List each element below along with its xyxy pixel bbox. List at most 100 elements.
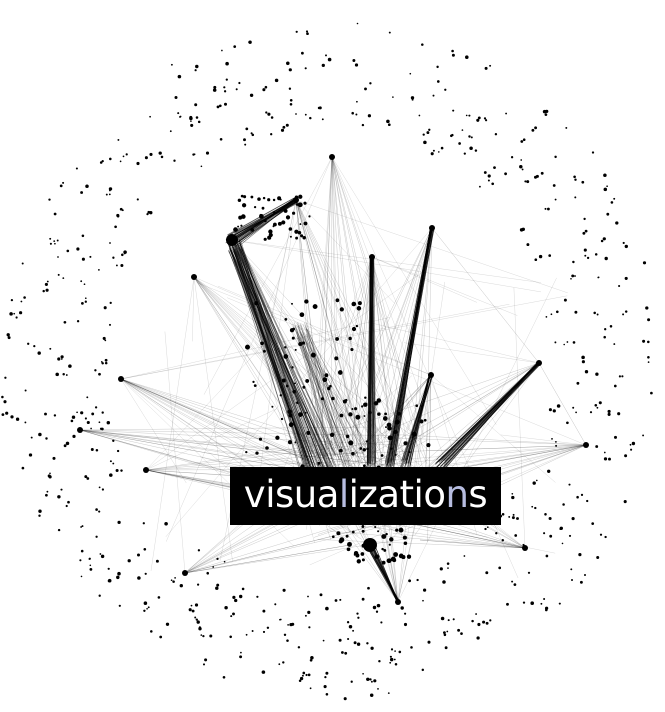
graph-node — [307, 595, 309, 598]
graph-node — [432, 94, 435, 97]
graph-node — [520, 140, 524, 143]
graph-edge — [330, 156, 333, 508]
graph-node — [302, 385, 306, 389]
graph-edge — [231, 239, 373, 433]
graph-edge — [331, 156, 387, 467]
graph-edge — [192, 276, 195, 342]
graph-node — [642, 434, 645, 437]
graph-node — [21, 466, 25, 470]
graph-edge — [397, 515, 418, 603]
graph-edge — [233, 242, 321, 485]
graph-node — [477, 116, 481, 120]
graph-node — [223, 102, 228, 106]
graph-node — [581, 355, 585, 360]
graph-node — [304, 113, 307, 116]
graph-edge — [331, 156, 427, 460]
graph-node — [387, 123, 391, 127]
graph-node — [534, 126, 538, 130]
graph-node — [595, 445, 599, 448]
graph-node — [593, 311, 596, 315]
graph-node — [250, 132, 253, 135]
graph-node — [86, 477, 90, 480]
graph-node — [360, 552, 365, 556]
graph-edge — [362, 525, 526, 549]
graph-node — [339, 598, 342, 601]
graph-node — [28, 453, 33, 457]
graph-node — [377, 530, 380, 533]
graph-edge — [368, 255, 374, 465]
graph-edge — [425, 227, 433, 502]
graph-node — [109, 301, 112, 305]
graph-node — [545, 109, 549, 114]
graph-node — [501, 513, 505, 516]
graph-node — [114, 225, 117, 229]
graph-node — [94, 369, 97, 372]
graph-edge — [145, 443, 330, 471]
graph-node — [386, 422, 392, 428]
graph-node — [522, 138, 526, 141]
graph-node — [489, 64, 492, 67]
graph-node — [257, 197, 261, 201]
graph-node — [272, 198, 276, 202]
graph-edge — [307, 328, 343, 446]
graph-node — [390, 447, 393, 450]
graph-edge — [337, 227, 433, 480]
graph-node — [510, 156, 514, 159]
graph-node — [63, 320, 67, 324]
graph-node — [603, 451, 606, 454]
graph-node — [604, 328, 607, 331]
graph-node — [516, 517, 519, 520]
graph-node — [549, 534, 553, 538]
graph-edge — [347, 526, 399, 603]
graph-node — [327, 386, 331, 391]
graph-node — [390, 648, 394, 651]
graph-node — [10, 415, 14, 419]
graph-node — [98, 486, 101, 489]
graph-node — [377, 412, 381, 416]
graph-node — [259, 213, 263, 217]
graph-edge — [120, 378, 331, 471]
graph-node — [62, 181, 65, 184]
graph-node — [216, 105, 220, 109]
graph-node — [191, 609, 195, 613]
graph-node — [363, 464, 366, 468]
graph-node — [98, 594, 101, 597]
graph-node — [511, 516, 515, 520]
graph-node — [298, 194, 303, 199]
graph-node — [346, 621, 350, 624]
graph-edge — [193, 276, 355, 470]
graph-node — [408, 450, 411, 454]
graph-node — [291, 336, 295, 340]
graph-node — [182, 570, 188, 576]
graph-node — [177, 112, 180, 115]
graph-node — [501, 539, 504, 542]
graph-node — [329, 384, 332, 388]
graph-edge — [203, 156, 333, 395]
graph-node — [461, 129, 464, 131]
graph-node — [109, 460, 112, 463]
graph-node — [543, 532, 546, 535]
graph-node — [520, 159, 523, 161]
graph-node — [362, 672, 364, 675]
graph-node — [451, 133, 454, 137]
graph-edge — [331, 156, 497, 425]
graph-node — [79, 559, 82, 562]
graph-node — [325, 693, 329, 696]
graph-edge — [227, 297, 587, 446]
graph-node — [544, 113, 548, 116]
graph-edge — [184, 519, 399, 574]
graph-node — [53, 212, 57, 216]
graph-node — [160, 155, 164, 159]
graph-node — [361, 558, 365, 562]
graph-node — [278, 663, 281, 666]
graph-node — [345, 434, 350, 439]
graph-node — [404, 612, 407, 615]
graph-edge — [236, 201, 298, 243]
graph-node — [394, 419, 400, 425]
graph-node — [44, 412, 47, 416]
graph-node — [351, 301, 357, 307]
graph-edge — [371, 322, 540, 364]
graph-node — [543, 598, 546, 600]
graph-node — [534, 258, 538, 262]
